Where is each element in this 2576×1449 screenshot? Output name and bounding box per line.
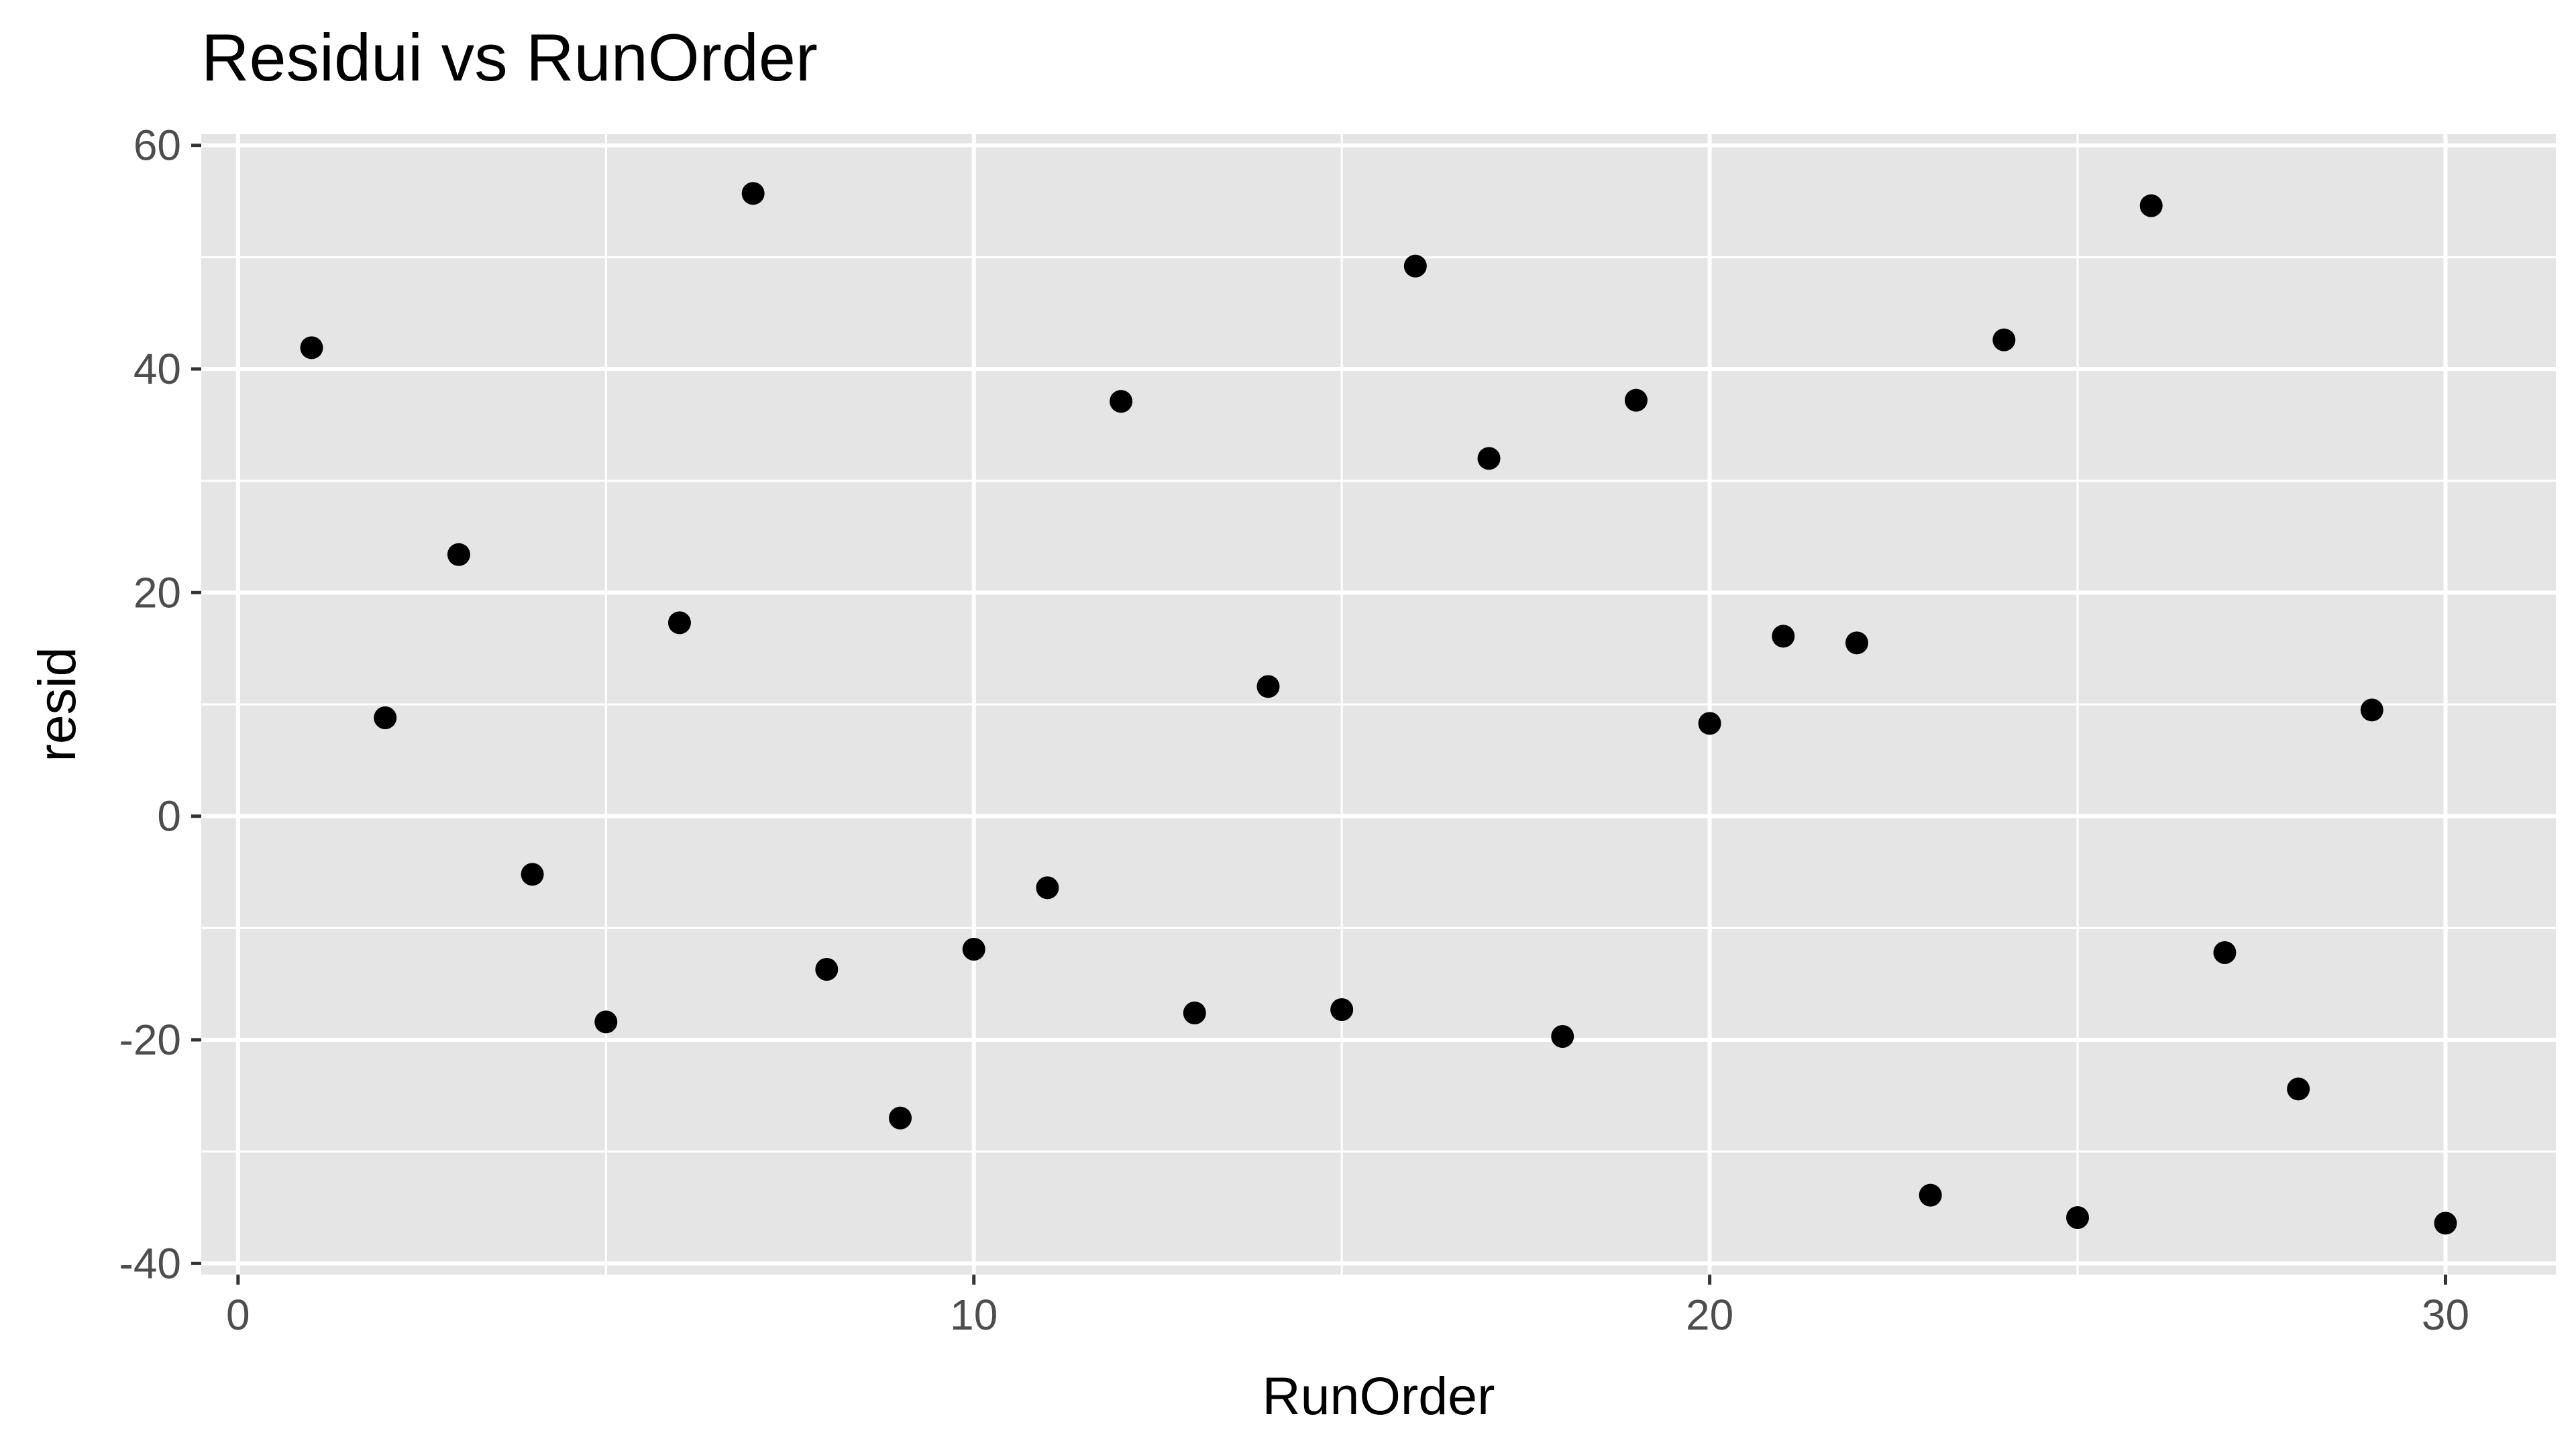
data-points bbox=[300, 182, 2457, 1235]
y-tick-label: 0 bbox=[157, 792, 181, 841]
data-point bbox=[1183, 1002, 1206, 1024]
major-gridlines bbox=[201, 134, 2556, 1275]
data-point bbox=[2287, 1077, 2310, 1101]
data-point bbox=[1698, 712, 1721, 735]
y-tick-label: -40 bbox=[119, 1239, 182, 1287]
data-point bbox=[447, 543, 470, 566]
y-axis-ticks: -40 -20 0 20 40 60 bbox=[119, 121, 201, 1287]
data-point bbox=[374, 706, 397, 729]
data-point bbox=[300, 336, 323, 360]
data-point bbox=[1330, 998, 1354, 1021]
x-tick-label: 10 bbox=[950, 1291, 998, 1339]
data-point bbox=[1624, 388, 1648, 412]
data-point bbox=[741, 182, 765, 205]
x-tick-label: 20 bbox=[1686, 1291, 1733, 1339]
chart-title: Residui vs RunOrder bbox=[201, 20, 818, 95]
data-point bbox=[2360, 698, 2383, 722]
x-axis-title: RunOrder bbox=[1263, 1366, 1495, 1426]
data-point bbox=[1919, 1183, 1942, 1207]
x-axis-ticks: 0 10 20 30 bbox=[226, 1275, 2469, 1339]
y-tick-label: 60 bbox=[133, 121, 181, 170]
data-point bbox=[962, 938, 985, 961]
minor-gridlines bbox=[201, 134, 2556, 1275]
data-point bbox=[521, 863, 544, 886]
y-tick-label: 40 bbox=[133, 345, 181, 393]
y-axis-title: resid bbox=[27, 647, 87, 761]
data-point bbox=[2139, 194, 2163, 217]
data-point bbox=[1477, 447, 1501, 470]
data-point bbox=[815, 958, 839, 981]
data-point bbox=[1110, 390, 1133, 413]
data-point bbox=[1403, 254, 1427, 278]
data-point bbox=[667, 611, 691, 635]
x-tick-label: 30 bbox=[2422, 1291, 2469, 1339]
data-point bbox=[1551, 1025, 1574, 1048]
y-tick-label: -20 bbox=[119, 1016, 182, 1064]
data-point bbox=[1036, 876, 1059, 900]
x-tick-label: 0 bbox=[226, 1291, 250, 1339]
data-point bbox=[889, 1106, 912, 1130]
data-point bbox=[1256, 675, 1280, 698]
data-point bbox=[2213, 941, 2237, 964]
data-point bbox=[2066, 1206, 2090, 1229]
data-point bbox=[1992, 328, 2016, 352]
y-tick-label: 20 bbox=[133, 568, 181, 616]
data-point bbox=[1845, 631, 1868, 655]
data-point bbox=[1772, 625, 1795, 648]
data-point bbox=[2434, 1212, 2457, 1235]
data-point bbox=[594, 1010, 618, 1034]
